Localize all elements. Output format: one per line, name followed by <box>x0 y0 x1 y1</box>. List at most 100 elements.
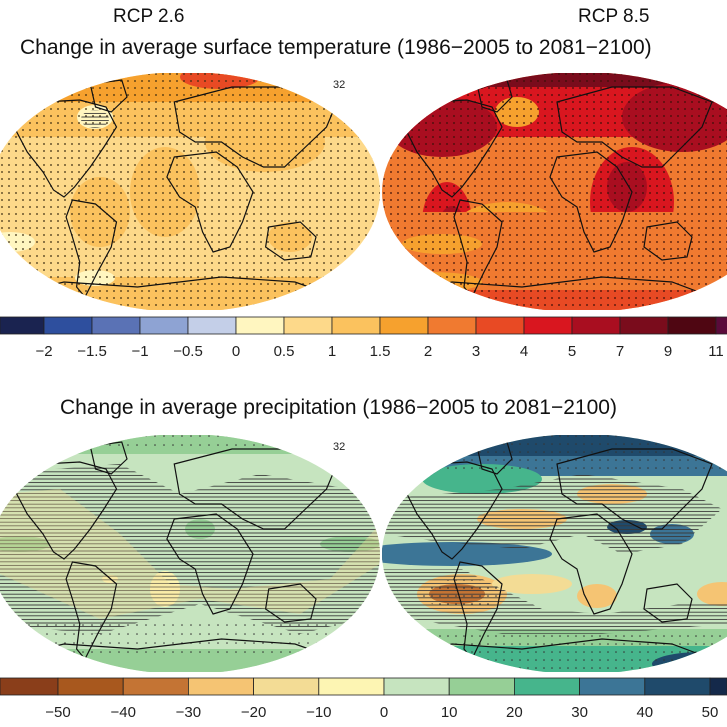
colorbar-tick-label: 0 <box>380 704 388 721</box>
coastline-americasN <box>402 462 502 559</box>
coastline-africa <box>550 514 632 614</box>
colorbar-tick-label: −0.5 <box>173 343 203 360</box>
colorbar-tick-label: 2 <box>424 343 432 360</box>
colorbar-swatch <box>122 677 189 696</box>
colorbar-tick-label: 5 <box>568 343 576 360</box>
precipitation-colorbar: −50 −40 −30 −20 −10 0 10 20 30 40 50 <box>0 677 727 721</box>
colorbar-tick-label: −2 <box>35 343 52 360</box>
colorbar-swatch <box>709 677 727 696</box>
coastline-eurasia <box>557 449 712 529</box>
hatch-overlay <box>382 474 722 554</box>
coastline-africa <box>167 152 253 252</box>
colorbar-swatch <box>91 316 141 335</box>
stipple-overlay <box>382 629 727 669</box>
coastline-americasN <box>11 100 116 197</box>
hatch-overlay <box>0 464 380 634</box>
colorbar-swatch <box>571 316 621 335</box>
coastline-americasN <box>11 462 116 559</box>
colorbar-swatch <box>0 677 59 696</box>
colorbar-tick-label: −40 <box>110 704 135 721</box>
colorbar-swatch <box>318 677 385 696</box>
colorbar-tick-label: 0 <box>232 343 240 360</box>
colorbar-tick-label: −30 <box>176 704 201 721</box>
colorbar-swatch <box>715 316 727 335</box>
colorbar-tick-label: −50 <box>45 704 70 721</box>
southern-africa-drying-region <box>577 584 617 608</box>
coastline-greenland <box>90 80 127 112</box>
hatch-overlay <box>81 110 109 128</box>
coastline-australia <box>266 222 316 260</box>
colorbar-swatch <box>283 316 333 335</box>
colorbar-tick-label: 1 <box>328 343 336 360</box>
coastline-antarctica <box>1 277 337 312</box>
colorbar-swatch <box>579 677 646 696</box>
colorbar-swatch <box>187 316 237 335</box>
coastlines <box>392 442 712 674</box>
coastline-eurasia <box>557 87 712 167</box>
colorbar-swatch <box>448 677 515 696</box>
colorbar-swatch <box>379 316 429 335</box>
colorbar-tick-label: 4 <box>520 343 528 360</box>
colorbar-swatch <box>187 677 254 696</box>
stipple-overlay <box>0 624 380 654</box>
coastline-australia <box>644 222 692 260</box>
coastline-americasN <box>402 100 502 197</box>
colorbar-tick-label: 3 <box>472 343 480 360</box>
colorbar-swatch <box>523 316 573 335</box>
colorbar-swatch <box>235 316 285 335</box>
equatorial-pacific-edge-region <box>382 542 552 566</box>
colorbar-swatch <box>253 677 320 696</box>
colorbar-swatch <box>383 677 450 696</box>
precipitation-map-rcp26 <box>0 435 380 674</box>
colorbar-tick-label: 1.5 <box>370 343 391 360</box>
indian-ocean-drying-region <box>697 582 727 606</box>
stipple-overlay <box>422 579 502 609</box>
coastlines <box>392 80 712 312</box>
colorbar-swatch <box>0 316 45 335</box>
stipple-overlay <box>0 435 380 446</box>
colorbar-tick-label: 10 <box>441 704 458 721</box>
colorbar-tick-label: −10 <box>306 704 331 721</box>
stipple-overlay <box>0 73 380 310</box>
colorbar-tick-label: 9 <box>664 343 672 360</box>
colorbar-swatch <box>644 677 711 696</box>
colorbar-swatch <box>139 316 189 335</box>
colorbar-swatch <box>514 677 581 696</box>
temperature-title: Change in average surface temperature (1… <box>20 36 652 59</box>
colorbar-tick-label: 0.5 <box>274 343 295 360</box>
colorbar-tick-label: −1.5 <box>77 343 107 360</box>
scenario-label-rcp85: RCP 8.5 <box>578 6 650 27</box>
coastline-africa <box>550 152 632 252</box>
coastline-antarctica <box>392 639 712 674</box>
colorbar-tick-label: −1 <box>131 343 148 360</box>
colorbar-swatch <box>427 316 477 335</box>
colorbar-swatch <box>57 677 124 696</box>
colorbar-swatch <box>331 316 381 335</box>
colorbar-swatch <box>475 316 525 335</box>
temperature-colorbar: −2 −1.5 −1 −0.5 0 0.5 1 1.5 2 3 4 5 7 9 11 <box>0 316 727 360</box>
colorbar-tick-label: 50 <box>702 704 719 721</box>
coastline-greenland <box>90 442 127 474</box>
colorbar-tick-label: 11 <box>708 343 724 360</box>
south-atlantic-region <box>492 574 572 594</box>
colorbar-tick-label: 20 <box>506 704 523 721</box>
precipitation-title: Change in average precipitation (1986−20… <box>60 396 617 419</box>
colorbar-swatch <box>619 316 669 335</box>
coastline-africa <box>167 514 253 614</box>
colorbar-tick-label: −20 <box>241 704 266 721</box>
scenario-label-rcp26: RCP 2.6 <box>113 6 185 27</box>
panel-number-precip: 32 <box>333 441 346 453</box>
coastline-antarctica <box>1 639 337 674</box>
colorbar-tick-label: 30 <box>571 704 588 721</box>
stipple-overlay <box>382 73 727 310</box>
temperature-map-rcp85 <box>382 73 727 312</box>
colorbar-swatch <box>667 316 717 335</box>
stipple-overlay <box>382 435 727 474</box>
panel-number-temp: 32 <box>333 79 346 91</box>
colorbar-swatch <box>43 316 93 335</box>
coastline-australia <box>266 584 316 622</box>
colorbar-tick-label: 40 <box>636 704 653 721</box>
precipitation-map-rcp85 <box>382 435 727 674</box>
colorbar-tick-label: 7 <box>616 343 624 360</box>
temperature-map-rcp26 <box>0 73 380 312</box>
